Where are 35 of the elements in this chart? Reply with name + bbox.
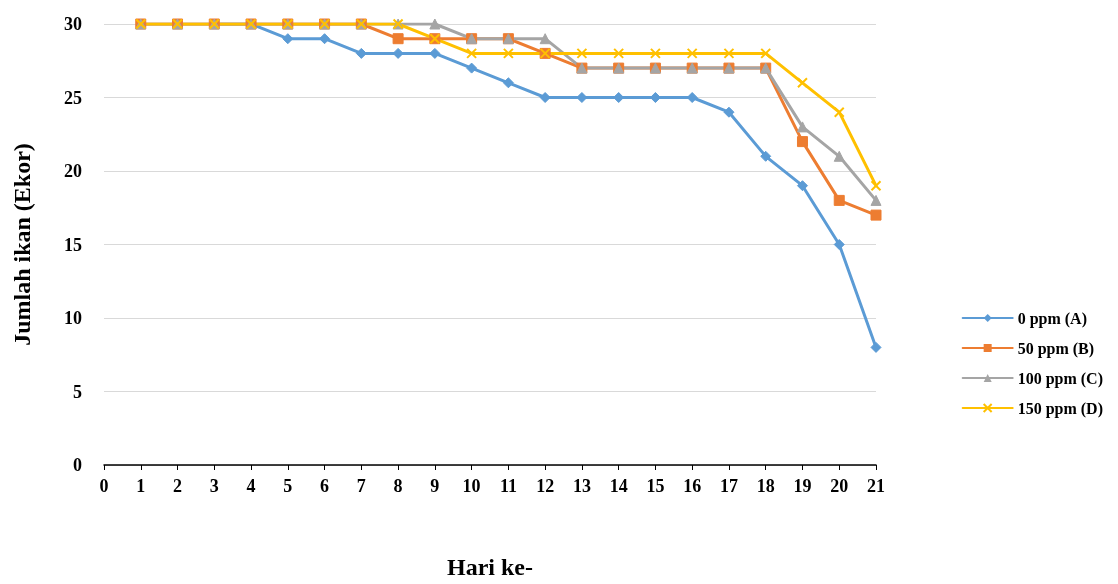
y-tick-label: 15 — [64, 234, 82, 255]
x-tick-label: 11 — [499, 476, 517, 496]
x-tick-label: 12 — [536, 476, 555, 496]
legend-label: 150 ppm (D) — [1017, 399, 1104, 418]
x-tick-label: 8 — [393, 476, 403, 496]
x-tick-label: 16 — [683, 476, 702, 496]
x-tick-label: 19 — [793, 476, 812, 496]
x-tick-label: 13 — [572, 476, 591, 496]
x-tick-label: 9 — [430, 476, 440, 496]
x-tick-label: 14 — [609, 476, 628, 496]
y-tick-label: 0 — [73, 455, 82, 475]
x-tick-label: 18 — [756, 476, 775, 496]
y-tick-label: 30 — [64, 14, 82, 34]
x-tick-label: 17 — [719, 476, 738, 496]
y-tick-label: 10 — [64, 308, 82, 328]
x-tick-label: 7 — [356, 476, 366, 496]
x-tick-label: 5 — [283, 476, 293, 496]
x-tick-label: 2 — [173, 476, 183, 496]
legend-label: 50 ppm (B) — [1017, 339, 1095, 358]
x-tick-label: 1 — [136, 476, 146, 496]
x-tick-label: 10 — [462, 476, 481, 496]
x-tick-label: 15 — [646, 476, 665, 496]
legend-label: 100 ppm (C) — [1017, 369, 1104, 388]
legend-label: 0 ppm (A) — [1017, 309, 1088, 328]
x-axis-title: Hari ke- — [447, 554, 533, 580]
y-axis-title: Jumlah ikan (Ekor) — [9, 143, 35, 346]
x-tick-label: 3 — [209, 476, 219, 496]
x-tick-label: 0 — [99, 476, 109, 496]
x-tick-label: 6 — [320, 476, 330, 496]
x-tick-label: 21 — [867, 476, 885, 496]
y-tick-label: 5 — [73, 381, 82, 402]
x-tick-label: 20 — [830, 476, 849, 496]
y-tick-label: 20 — [64, 161, 82, 181]
x-tick-label: 4 — [246, 476, 256, 496]
y-tick-label: 25 — [64, 87, 82, 108]
